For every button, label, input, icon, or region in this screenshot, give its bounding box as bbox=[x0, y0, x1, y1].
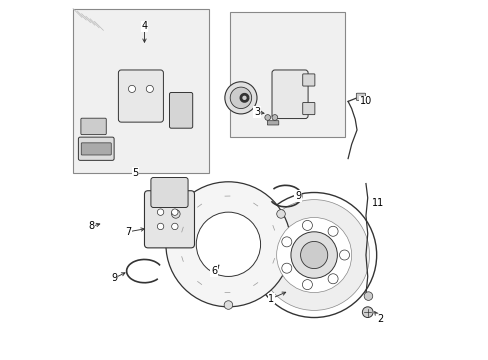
Text: 4: 4 bbox=[141, 21, 147, 31]
Circle shape bbox=[165, 182, 290, 307]
Circle shape bbox=[281, 263, 291, 273]
Circle shape bbox=[302, 280, 312, 290]
Text: 8: 8 bbox=[88, 221, 95, 231]
Circle shape bbox=[171, 210, 180, 218]
FancyBboxPatch shape bbox=[230, 12, 344, 137]
Circle shape bbox=[230, 87, 251, 109]
Text: 11: 11 bbox=[371, 198, 384, 208]
Circle shape bbox=[290, 232, 337, 278]
Circle shape bbox=[146, 85, 153, 93]
FancyBboxPatch shape bbox=[73, 9, 208, 173]
Text: 9: 9 bbox=[294, 191, 301, 201]
Text: 10: 10 bbox=[359, 96, 371, 107]
Text: 6: 6 bbox=[211, 266, 217, 276]
Text: 9: 9 bbox=[111, 273, 117, 283]
FancyBboxPatch shape bbox=[151, 177, 188, 207]
Circle shape bbox=[276, 210, 285, 218]
Circle shape bbox=[339, 250, 349, 260]
Circle shape bbox=[264, 114, 270, 120]
Circle shape bbox=[157, 223, 163, 230]
Text: 3: 3 bbox=[253, 107, 260, 117]
FancyBboxPatch shape bbox=[169, 93, 192, 128]
Circle shape bbox=[327, 274, 337, 284]
FancyBboxPatch shape bbox=[302, 103, 314, 114]
Circle shape bbox=[171, 223, 178, 230]
Text: 5: 5 bbox=[132, 168, 139, 178]
FancyBboxPatch shape bbox=[271, 70, 307, 118]
Circle shape bbox=[224, 82, 257, 114]
Circle shape bbox=[224, 301, 232, 309]
Circle shape bbox=[362, 307, 372, 318]
Text: 7: 7 bbox=[125, 227, 131, 237]
Circle shape bbox=[157, 209, 163, 215]
Text: 2: 2 bbox=[376, 314, 383, 324]
Circle shape bbox=[364, 292, 372, 300]
Circle shape bbox=[128, 85, 135, 93]
FancyBboxPatch shape bbox=[81, 143, 111, 155]
Circle shape bbox=[302, 220, 312, 230]
Circle shape bbox=[281, 237, 291, 247]
Circle shape bbox=[276, 217, 351, 293]
Circle shape bbox=[258, 200, 369, 310]
Circle shape bbox=[251, 193, 376, 318]
FancyBboxPatch shape bbox=[356, 93, 365, 100]
Circle shape bbox=[327, 226, 337, 236]
Circle shape bbox=[300, 242, 327, 269]
FancyBboxPatch shape bbox=[81, 118, 106, 135]
Text: 1: 1 bbox=[268, 294, 274, 303]
FancyBboxPatch shape bbox=[267, 121, 278, 125]
FancyBboxPatch shape bbox=[144, 191, 194, 248]
FancyBboxPatch shape bbox=[118, 70, 163, 122]
FancyBboxPatch shape bbox=[302, 74, 314, 86]
Circle shape bbox=[271, 114, 277, 120]
Circle shape bbox=[196, 212, 260, 276]
FancyBboxPatch shape bbox=[78, 137, 114, 160]
Circle shape bbox=[171, 209, 178, 215]
